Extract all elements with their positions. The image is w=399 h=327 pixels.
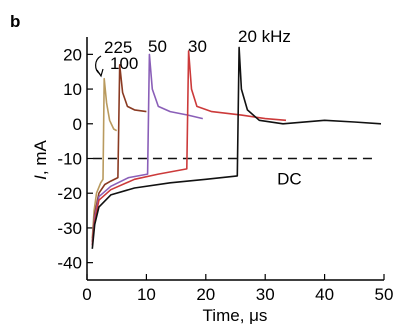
series-line-0	[91, 77, 118, 239]
y-axis-title-symbol: I	[31, 175, 50, 180]
y-axis-title: I, mA	[31, 140, 50, 180]
y-tick-label: -30	[57, 219, 82, 238]
x-axis-title: Time, μs	[203, 306, 268, 325]
y-axis-ticks: -40 -30 -20 -10 0 10 20	[57, 45, 93, 273]
y-tick-label: 0	[73, 115, 82, 134]
x-tick-label: 20	[196, 285, 215, 304]
x-tick-label: 10	[137, 285, 156, 304]
freq-label-100: 100	[110, 54, 138, 73]
y-tick-label: -40	[57, 254, 82, 273]
panel-label: b	[10, 12, 20, 31]
series-line-3	[91, 50, 287, 246]
freq-label-50: 50	[148, 37, 167, 56]
x-tick-label: 30	[256, 285, 275, 304]
x-axis-ticks: 0 10 20 30 40 50	[82, 274, 393, 304]
x-tick-label: 0	[82, 285, 91, 304]
dc-label: DC	[277, 170, 302, 189]
freq-label-30: 30	[188, 37, 207, 56]
dc-reference: DC	[92, 157, 373, 189]
label-arrow-head	[96, 68, 104, 78]
series-line-4	[91, 46, 382, 249]
freq-label-225: 225	[104, 38, 132, 57]
x-tick-label: 50	[375, 285, 394, 304]
series-line-1	[91, 64, 147, 242]
y-tick-label: 20	[63, 45, 82, 64]
series-line-2	[91, 53, 203, 246]
y-tick-label: -20	[57, 184, 82, 203]
y-tick-label: 10	[63, 80, 82, 99]
series-group	[91, 46, 382, 249]
y-axis-title-unit: , mA	[31, 140, 50, 176]
y-tick-label: -10	[57, 150, 82, 169]
x-tick-label: 40	[315, 285, 334, 304]
freq-label-20khz: 20 kHz	[238, 27, 291, 46]
